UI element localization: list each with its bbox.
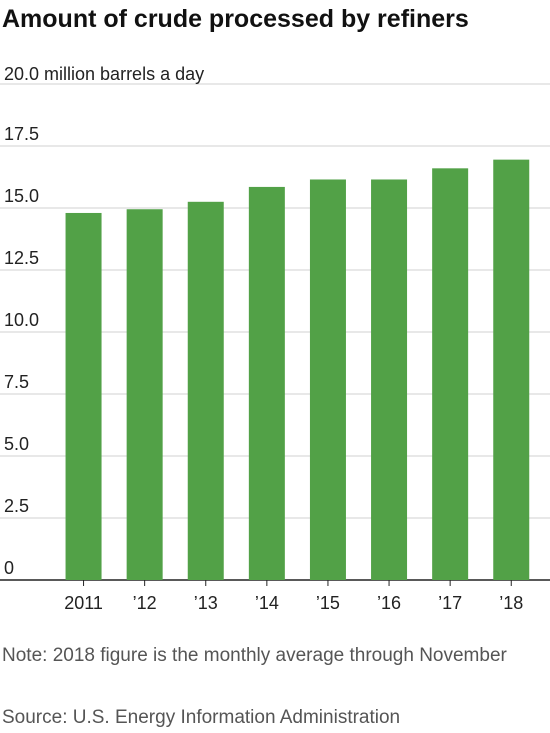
x-tick-label: ’18 — [499, 593, 523, 610]
bar-chart: 0 2.5 5.0 7.5 10.0 12.5 15.0 17.5 2011 ’12 ’13 ’14… — [0, 64, 550, 610]
y-tick-label: 0 — [4, 558, 14, 578]
y-tick-label: 10.0 — [4, 310, 39, 330]
bars — [65, 159, 530, 581]
y-tick-label: 5.0 — [4, 434, 29, 454]
bar — [371, 179, 408, 580]
bar — [309, 179, 346, 580]
y-tick-label: 12.5 — [4, 248, 39, 268]
x-tick-label: ’16 — [377, 593, 401, 610]
y-tick-label: 7.5 — [4, 372, 29, 392]
y-axis-labels: 0 2.5 5.0 7.5 10.0 12.5 15.0 17.5 — [4, 124, 39, 578]
x-tick-label: ’13 — [194, 593, 218, 610]
bar — [493, 159, 530, 580]
y-tick-label: 2.5 — [4, 496, 29, 516]
y-tick-label: 15.0 — [4, 186, 39, 206]
y-tick-label: 17.5 — [4, 124, 39, 144]
x-tick-label: ’14 — [255, 593, 279, 610]
x-tick-label: ’17 — [438, 593, 462, 610]
bar — [432, 168, 469, 580]
x-axis-labels: 2011 ’12 ’13 ’14 ’15 ’16 ’17 ’18 — [64, 580, 523, 610]
chart-source: Source: U.S. Energy Information Administ… — [2, 707, 401, 728]
bar — [248, 186, 285, 581]
x-tick-label: ’15 — [316, 593, 340, 610]
bar — [187, 201, 224, 581]
bar — [126, 209, 163, 581]
chart-title: Amount of crude processed by refiners — [2, 5, 469, 33]
units-label: 20.0 million barrels a day — [4, 64, 204, 84]
x-tick-label: ’12 — [133, 593, 157, 610]
bar — [65, 212, 102, 580]
chart-note: Note: 2018 figure is the monthly average… — [2, 645, 507, 666]
x-tick-label: 2011 — [64, 593, 103, 610]
